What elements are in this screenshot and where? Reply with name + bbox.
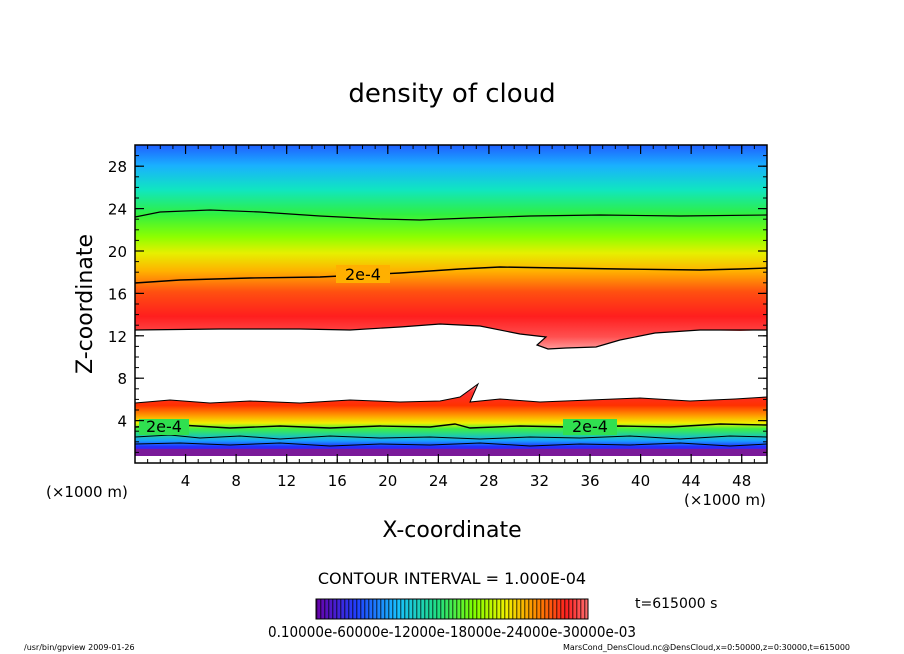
plot-area [135,145,767,463]
y-tick-label: 4 [117,413,127,431]
y-tick-label: 8 [117,370,127,388]
contour-label-bg-1 [336,265,390,283]
y-tick-label: 24 [108,201,127,219]
contour-line-upper-2e-4 [135,266,767,284]
upper-cloud-layer [135,145,767,349]
x-tick-label: 12 [277,472,296,490]
x-tick-label: 4 [181,472,191,490]
x-tick-label: 24 [429,472,448,490]
colorbar-stripes [316,599,588,619]
contour-label-bg-2 [139,419,189,435]
ground-band [135,449,767,456]
y-tick-label: 20 [108,243,127,261]
footer-left: /usr/bin/gpview 2009-01-26 [24,643,135,652]
x-tick-label: 28 [479,472,498,490]
x-axis-unit: (×1000 m) [684,491,766,509]
contour-line-lower-2e-4 [135,423,767,429]
z-axis-unit: (×1000 m) [46,483,128,501]
x-tick-label: 20 [378,472,397,490]
contour-line-lower-top [135,382,767,404]
contour-label: 2e-4 [146,417,182,436]
y-tick-label: 16 [108,285,127,303]
x-tick-label: 16 [328,472,347,490]
x-tick-label: 44 [682,472,701,490]
x-axis-ticks: 4 8 12 16 20 24 28 32 36 40 44 48 [147,145,755,490]
x-tick-label: 8 [231,472,241,490]
contour-line-upper-bottom [135,323,767,350]
y-axis-label: Z-coordinate [73,234,98,374]
y-tick-label: 12 [108,328,127,346]
contour-interval-text: CONTOUR INTERVAL = 1.000E-04 [318,569,586,588]
x-tick-label: 40 [631,472,650,490]
x-tick-label: 48 [732,472,751,490]
colorbar-frame [315,598,589,620]
footer-right: MarsCond_DensCloud.nc@DensCloud,x=0:5000… [563,643,850,652]
contour-label: 2e-4 [345,265,381,284]
contour-label: 2e-4 [572,417,608,436]
x-tick-label: 32 [530,472,549,490]
colorbar [315,598,589,620]
contour-line-lower-1 [135,434,767,440]
time-label: t=615000 s [635,596,717,612]
contour-line-upper-top [135,209,767,221]
colorbar-labels: 0.10000e-60000e-12000e-18000e-24000e-300… [268,623,636,641]
y-axis-ticks: 4 8 12 16 20 24 28 [108,155,767,453]
x-axis-label: X-coordinate [382,518,521,543]
chart-title: density of cloud [348,79,555,109]
contour-label-bg-3 [563,419,617,435]
contour-line-lower-2 [135,442,767,447]
x-tick-label: 36 [580,472,599,490]
y-tick-label: 28 [108,158,127,176]
